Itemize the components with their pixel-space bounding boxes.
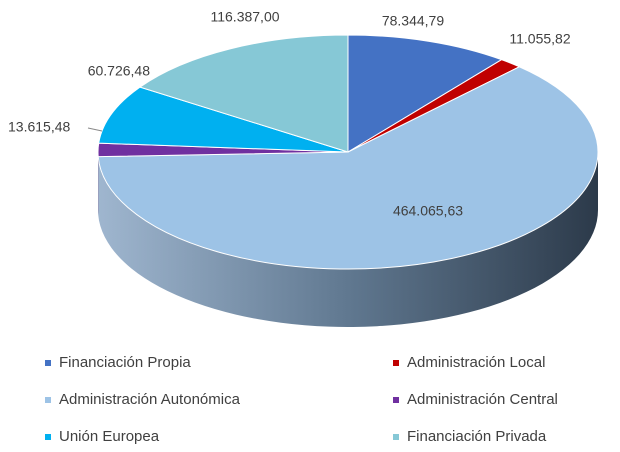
legend-swatch (393, 360, 399, 366)
leader-line (87, 127, 103, 132)
data-label: 116.387,00 (210, 9, 279, 25)
legend-label: Administración Autonómica (59, 391, 241, 408)
legend-swatch (393, 397, 399, 403)
pie-slice (97, 66, 599, 270)
data-label: 464.065,63 (393, 203, 463, 219)
pie-side (98, 152, 599, 328)
legend-label: Administración Central (407, 391, 558, 408)
legend-swatch (45, 360, 51, 366)
data-label: 78.344,79 (382, 13, 444, 29)
data-label: 60.726,48 (88, 63, 150, 79)
legend-swatch (45, 434, 51, 440)
legend-swatch (45, 397, 51, 403)
data-label: 11.055,82 (509, 31, 570, 47)
legend-label: Financiación Propia (59, 354, 191, 371)
legend-label: Unión Europea (59, 428, 160, 445)
pie-slice (98, 86, 349, 153)
data-label: 13.615,48 (8, 119, 70, 135)
legend-swatch (393, 434, 399, 440)
pie-slice (347, 34, 503, 153)
legend-label: Financiación Privada (407, 428, 547, 445)
pie-slice (138, 34, 349, 153)
legend-label: Administración Local (407, 354, 545, 371)
